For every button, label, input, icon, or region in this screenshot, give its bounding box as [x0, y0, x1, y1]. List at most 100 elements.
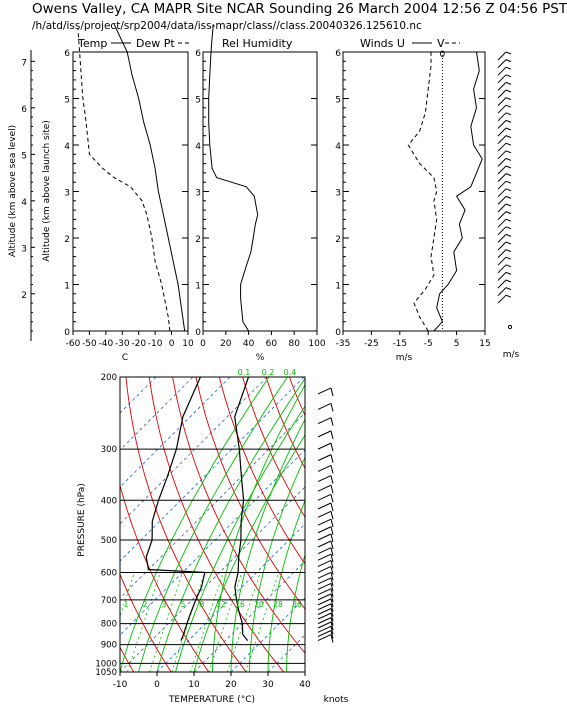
rh-panel-xtick-label: 80 [288, 339, 300, 349]
altitude-wind-barb-flag [505, 226, 512, 230]
altitude-wind-barb [497, 66, 507, 76]
altitude-wind-barb [497, 256, 507, 266]
mixing-ratio-row-label: 2 [143, 600, 148, 609]
rh-panel-frame [202, 51, 318, 332]
pressure-tick-label: 300 [101, 445, 117, 455]
winds-zero-label: 0 [440, 50, 446, 60]
isotherm [0, 377, 45, 672]
dry-adiabat [406, 377, 567, 672]
isotherm [304, 671, 305, 672]
pressure-wind-barb [317, 518, 332, 526]
altitude-wind-barb-flag [505, 89, 512, 93]
pressure-wind-barb [317, 559, 332, 567]
pressure-wind-barb-flag [330, 454, 334, 463]
pressure-tick-label: 600 [101, 568, 117, 578]
pressure-tick-label: 400 [101, 496, 117, 506]
altitude-wind-barb-flag [505, 127, 512, 131]
moist-adiabat [212, 384, 305, 672]
winds-panel-title-left: Winds U [360, 37, 405, 50]
pressure-wind-barb [317, 582, 332, 590]
temp-panel-ytick-label: 3 [64, 189, 70, 199]
altitude-wind-barb-flag [505, 112, 512, 116]
pressure-wind-barb-flag [330, 465, 334, 474]
altitude-wind-barb-flag [505, 233, 512, 237]
pressure-wind-barb [317, 608, 332, 615]
altitude-wind-barb-flag [505, 279, 512, 283]
altitude-wind-barb [497, 89, 507, 99]
temp-panel-xtick-label: -50 [82, 339, 97, 349]
temp-panel-ytick-label: 4 [64, 142, 70, 152]
altitude-wind-barb [497, 226, 507, 236]
dry-adiabat [172, 377, 305, 654]
pressure-wind-barb [317, 577, 332, 585]
pressure-wind-barb-flag [330, 387, 334, 397]
pressure-wind-barb-flag [330, 475, 334, 484]
moist-adiabat [120, 377, 270, 672]
pressure-wind-barb [317, 464, 332, 472]
rh-panel-ytick-label: 2 [195, 235, 201, 245]
altitude-wind-barb-flag [505, 104, 512, 108]
rh-panel-ytick-label: 4 [195, 142, 201, 152]
mixing-ratio-line [208, 572, 243, 672]
altitude-wind-barb-flag [505, 119, 512, 123]
pressure-wind-barb-flag [330, 547, 334, 556]
altitude-wind-barb [497, 82, 507, 91]
pressure-wind-barb-flag [330, 519, 334, 528]
pressure-wind-barb [317, 625, 332, 633]
mixing-ratio-row-label: 3 [162, 600, 167, 609]
altitude-wind-barb [497, 150, 507, 160]
winds-panel-ytick-label: 6 [335, 49, 341, 59]
pressure-wind-barb [317, 612, 332, 620]
altitude-wind-barb-flag [505, 211, 512, 215]
mixing-ratio-row-label: 5 [181, 600, 186, 609]
altitude-wind-barb-flag [505, 180, 512, 184]
altitude-wind-barb-flag [505, 271, 512, 275]
pressure-wind-barb-flag [330, 403, 334, 412]
altitude-wind-barb [497, 173, 507, 182]
isotherm [193, 560, 305, 672]
isotherm [230, 597, 305, 672]
altitude-wind-barb-flag [505, 51, 512, 55]
pressure-wind-barb-flag [330, 617, 334, 626]
pressure-barbs-label: knots [324, 695, 349, 705]
rh-panel-ytick-label: 0 [195, 328, 201, 338]
pressure-wind-barb-flag [330, 533, 334, 543]
temp-panel-xtick-label: -30 [115, 339, 130, 349]
isotherm [120, 412, 305, 599]
pressure-wind-barb-flag [330, 634, 334, 643]
dry-adiabat [383, 377, 567, 672]
rh-panel-ytick-label: 5 [195, 96, 201, 106]
temp-panel-series-temp [113, 23, 186, 332]
pressure-wind-barb [317, 475, 332, 483]
winds-panel-xtick-label: 5 [454, 339, 460, 349]
pressure-wind-barb-flag [330, 577, 334, 587]
pressure-wind-barb [317, 553, 332, 561]
outer-ytick-label: 7 [21, 58, 27, 68]
temp-panel-ytick-label: 6 [64, 49, 70, 59]
pressure-tick-label: 1000 [95, 659, 117, 669]
altitude-wind-barb [497, 294, 507, 304]
pressure-wind-barb-flag [330, 494, 334, 503]
skewt-xtick-label: 20 [225, 680, 237, 690]
temp-panel-frame [72, 51, 189, 332]
pressure-wind-barb-flag [330, 621, 334, 631]
moist-adiabat [156, 377, 305, 672]
winds-panel-ytick-label: 0 [335, 328, 341, 338]
pressure-wind-barb-flag [330, 417, 334, 426]
pressure-wind-barb [317, 593, 332, 601]
skewt-xtick-label: 40 [299, 680, 311, 690]
dry-adiabat [120, 573, 172, 672]
altitude-wind-barb [497, 249, 507, 258]
rh-panel-xtick-label: 40 [243, 339, 255, 349]
pressure-wind-barb-flag [330, 560, 334, 569]
mixing-ratio-row-label: 1 [124, 600, 129, 609]
mixing-ratio-label: 0.4 [284, 368, 297, 377]
altitude-wind-barb-flag [505, 142, 512, 146]
pressure-wind-barb [317, 617, 332, 625]
mixing-ratio-line [46, 572, 79, 672]
pressure-wind-barb [317, 630, 332, 637]
pressure-wind-barb-flag [330, 572, 334, 581]
altitude-wind-barb-flag [505, 256, 512, 260]
altitude-wind-barb-flag [505, 249, 512, 253]
